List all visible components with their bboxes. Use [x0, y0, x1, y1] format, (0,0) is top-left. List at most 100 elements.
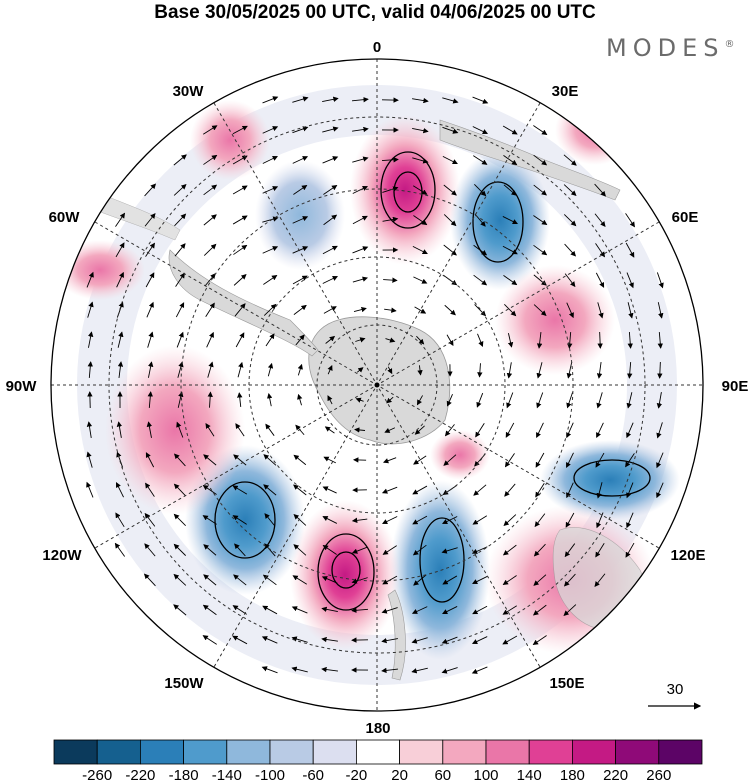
wind-vector [384, 427, 396, 433]
wind-vector [145, 482, 155, 497]
wind-vector [597, 302, 604, 319]
wind-vector [203, 154, 218, 165]
wind-vector [206, 331, 214, 348]
wind-vector [412, 485, 428, 495]
colorbar-tick-label: -180 [169, 767, 199, 783]
wind-vector [413, 276, 428, 284]
wind-vector [203, 184, 218, 196]
wind-vector [563, 184, 577, 197]
wind-vector [505, 422, 515, 438]
wind-vector [503, 514, 517, 527]
colorbar-bin [399, 739, 444, 765]
wind-vector [443, 244, 457, 256]
wind-vector [175, 302, 185, 318]
wind-vector [656, 392, 663, 409]
wind-vector [441, 547, 458, 554]
wind-vector [292, 126, 309, 134]
wind-vector [564, 273, 576, 288]
wind-vector [536, 332, 543, 349]
wind-vector [533, 543, 546, 557]
lon-label-120w: 120W [42, 547, 82, 564]
colorbar-bin [572, 739, 617, 765]
wind-vector [232, 605, 247, 615]
colorbar-tick-label: -20 [346, 767, 368, 783]
lon-label-30w: 30W [173, 83, 205, 100]
wind-vector [567, 331, 573, 349]
wind-vector [412, 157, 429, 164]
lon-label-0: 0 [373, 39, 381, 56]
wind-vector [203, 454, 217, 466]
wind-vector [383, 457, 397, 464]
wind-vector [322, 276, 339, 284]
wind-vector [233, 244, 248, 255]
lon-label-60e: 60E [672, 209, 699, 226]
wind-vector [86, 481, 94, 498]
wind-vector [262, 246, 279, 254]
wind-vector [176, 331, 184, 348]
wind-vector [297, 393, 303, 406]
wind-vector [323, 306, 337, 314]
wind-vector [146, 421, 153, 438]
wind-vector [177, 391, 184, 408]
map-boundary [50, 58, 704, 712]
wind-vector [533, 574, 547, 586]
wind-vector [202, 604, 217, 616]
wind-vector [324, 426, 335, 434]
wind-vector [472, 126, 489, 134]
wind-vector [657, 331, 663, 349]
wind-vector [533, 154, 548, 166]
wind-vector [145, 452, 155, 468]
wind-vector [414, 306, 427, 314]
wind-vector [143, 573, 156, 587]
wind-vector [472, 605, 488, 615]
wind-vector [87, 301, 94, 318]
wind-vector [355, 397, 364, 403]
wind-vector [413, 215, 428, 226]
wind-vector [88, 331, 94, 348]
wind-vector [381, 637, 398, 644]
wind-vector [204, 273, 216, 287]
wind-vector [265, 333, 275, 347]
wind-vector [627, 361, 633, 379]
wind-vector [262, 126, 279, 134]
wind-vector [263, 275, 278, 285]
wind-vector [536, 392, 544, 409]
wind-vector [382, 516, 398, 524]
wind-vector [656, 422, 663, 439]
wind-vectors [86, 96, 664, 674]
wind-vector [595, 272, 605, 288]
wind-vector [117, 331, 124, 348]
wind-vector [596, 362, 603, 379]
wind-vector [476, 392, 484, 408]
wind-vector [144, 183, 157, 197]
wind-vector [266, 392, 273, 407]
wind-vector [595, 452, 605, 468]
wind-vector [532, 635, 547, 646]
colorbar-bin [183, 739, 228, 765]
wind-vector [321, 606, 338, 613]
wind-vector [566, 422, 574, 439]
wind-vector [566, 302, 574, 319]
wind-vector [594, 213, 606, 227]
wind-vector [352, 246, 369, 254]
wind-vector [536, 362, 543, 379]
wind-vector [144, 543, 156, 557]
negative-anomaly-160e [390, 480, 490, 660]
wind-vector [202, 635, 217, 645]
wind-vector [625, 542, 635, 558]
wind-vector [264, 513, 276, 527]
wind-vector [625, 242, 635, 258]
wind-vector [444, 304, 456, 316]
wind-vector [87, 361, 93, 379]
wind-vector [626, 482, 634, 499]
wind-vector [502, 635, 518, 645]
wind-vector [173, 154, 187, 166]
colorbar-tick-label: 140 [517, 767, 542, 783]
wind-vector [352, 126, 369, 133]
wind-vector [564, 243, 577, 257]
wind-vector [442, 155, 458, 165]
wind-vector [414, 425, 425, 435]
colorbar-tick-label: 20 [391, 767, 408, 783]
colorbar-tick-label: 220 [603, 767, 628, 783]
wind-vector [595, 243, 605, 258]
